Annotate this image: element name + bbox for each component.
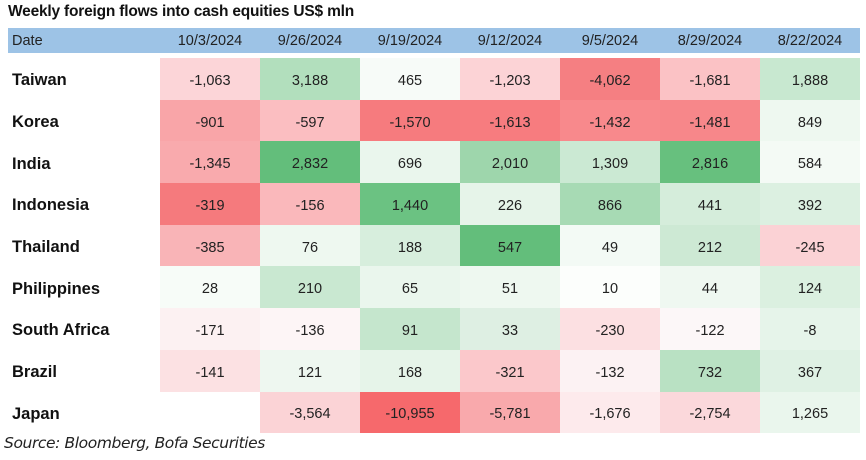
heatmap-cell: -2,754 (660, 391, 760, 434)
heatmap-cell: -4,062 (560, 58, 660, 100)
heatmap-cell: 367 (760, 349, 860, 392)
table-row: Thailand -385 76 188 547 49 212 -245 (8, 224, 860, 267)
row-label: Korea (12, 113, 59, 132)
table-row: Taiwan -1,063 3,188 465 -1,203 -4,062 -1,681 1,… (8, 58, 860, 100)
heatmap-cell: -1,432 (560, 99, 660, 142)
row-label: India (12, 154, 51, 173)
heatmap-cell: 465 (360, 58, 460, 100)
table-row: Brazil -141 121 168 -321 -132 732 367 (8, 349, 860, 392)
heatmap-cell: 866 (560, 183, 660, 225)
row-label: Thailand (12, 238, 80, 257)
heatmap-cell: -321 (460, 349, 560, 392)
heatmap-cell: 49 (560, 224, 660, 267)
heatmap-cell: 33 (460, 308, 560, 350)
column-header: 8/29/2024 (677, 32, 743, 49)
row-label: Philippines (12, 279, 101, 298)
heatmap-cell: -319 (160, 183, 260, 225)
row-label: Indonesia (12, 196, 90, 215)
heatmap-cell: -141 (160, 349, 260, 392)
table-body: Taiwan -1,063 3,188 465 -1,203 -4,062 -1,681 1,… (8, 58, 860, 434)
chart-title: Weekly foreign flows into cash equities … (8, 3, 355, 20)
heatmap-cell: -597 (260, 99, 360, 142)
heatmap-cell: 44 (660, 266, 760, 309)
heatmap-cell: -8 (760, 308, 860, 350)
heatmap-cell: -1,613 (460, 99, 560, 142)
row-label: Japan (12, 404, 60, 423)
heatmap-cell: -1,570 (360, 99, 460, 142)
heatmap-cell: 2,816 (660, 141, 760, 184)
table-row: Philippines 28 210 65 51 10 44 124 (8, 266, 860, 309)
row-header-label: Date (12, 32, 43, 49)
heatmap-cell: 124 (760, 266, 860, 309)
heatmap-cell: 65 (360, 266, 460, 309)
heatmap-cell: 696 (360, 141, 460, 184)
heatmap-cell: -132 (560, 349, 660, 392)
flows-table: Date 10/3/2024 9/26/2024 9/19/2024 9/12/202… (8, 28, 860, 434)
heatmap-cell (160, 391, 260, 434)
column-header: 10/3/2024 (177, 32, 243, 49)
heatmap-cell: 849 (760, 99, 860, 142)
column-header: 9/26/2024 (277, 32, 343, 49)
heatmap-cell: 91 (360, 308, 460, 350)
heatmap-cell: 1,440 (360, 183, 460, 225)
table-row: Korea -901 -597 -1,570 -1,613 -1,432 -1,481 849 (8, 99, 860, 142)
table-row: Japan -3,564 -10,955 -5,781 -1,676 -2,754 1,26… (8, 391, 860, 434)
heatmap-cell: 732 (660, 349, 760, 392)
heatmap-cell: 2,832 (260, 141, 360, 184)
heatmap-cell: -122 (660, 308, 760, 350)
heatmap-cell: -1,681 (660, 58, 760, 100)
heatmap-cell: -901 (160, 99, 260, 142)
heatmap-cell: -245 (760, 224, 860, 267)
heatmap-cell: 210 (260, 266, 360, 309)
heatmap-cell: 584 (760, 141, 860, 184)
heatmap-cell: -1,481 (660, 99, 760, 142)
header-row: Date 10/3/2024 9/26/2024 9/19/2024 9/12/202… (8, 28, 860, 53)
source-note: Source: Bloomberg, Bofa Securities (4, 434, 265, 452)
column-header: 8/22/2024 (777, 32, 843, 49)
heatmap-cell: -385 (160, 224, 260, 267)
heatmap-cell: 168 (360, 349, 460, 392)
table-row: South Africa -171 -136 91 33 -230 -122 -8 (8, 308, 860, 350)
table-row: India -1,345 2,832 696 2,010 1,309 2,816 584 (8, 141, 860, 184)
heatmap-cell: -3,564 (260, 391, 360, 434)
heatmap-cell: -1,676 (560, 391, 660, 434)
heatmap-cell: 51 (460, 266, 560, 309)
row-label: Taiwan (12, 71, 67, 90)
heatmap-cell: 2,010 (460, 141, 560, 184)
column-header: 9/5/2024 (581, 32, 639, 49)
heatmap-cell: -230 (560, 308, 660, 350)
heatmap-cell: 226 (460, 183, 560, 225)
column-header: 9/12/2024 (477, 32, 543, 49)
table-row: Indonesia -319 -156 1,440 226 866 441 392 (8, 183, 860, 225)
heatmap-cell: 3,188 (260, 58, 360, 100)
heatmap-cell: 1,309 (560, 141, 660, 184)
heatmap-cell: 76 (260, 224, 360, 267)
heatmap-cell: 547 (460, 224, 560, 267)
heatmap-cell: -10,955 (360, 391, 460, 434)
heatmap-cell: -1,063 (160, 58, 260, 100)
heatmap-cell: -1,203 (460, 58, 560, 100)
heatmap-cell: 188 (360, 224, 460, 267)
heatmap-cell: 121 (260, 349, 360, 392)
row-label: South Africa (12, 321, 110, 340)
column-header: 9/19/2024 (377, 32, 443, 49)
heatmap-cell: 212 (660, 224, 760, 267)
heatmap-cell: 1,888 (760, 58, 860, 100)
heatmap-cell: -5,781 (460, 391, 560, 434)
heatmap-cell: 392 (760, 183, 860, 225)
heatmap-cell: 10 (560, 266, 660, 309)
heatmap-cell: 1,265 (760, 391, 860, 434)
heatmap-cell: -171 (160, 308, 260, 350)
row-label: Brazil (12, 363, 57, 382)
heatmap-cell: -156 (260, 183, 360, 225)
heatmap-cell: -1,345 (160, 141, 260, 184)
heatmap-cell: 441 (660, 183, 760, 225)
heatmap-cell: -136 (260, 308, 360, 350)
heatmap-cell: 28 (160, 266, 260, 309)
